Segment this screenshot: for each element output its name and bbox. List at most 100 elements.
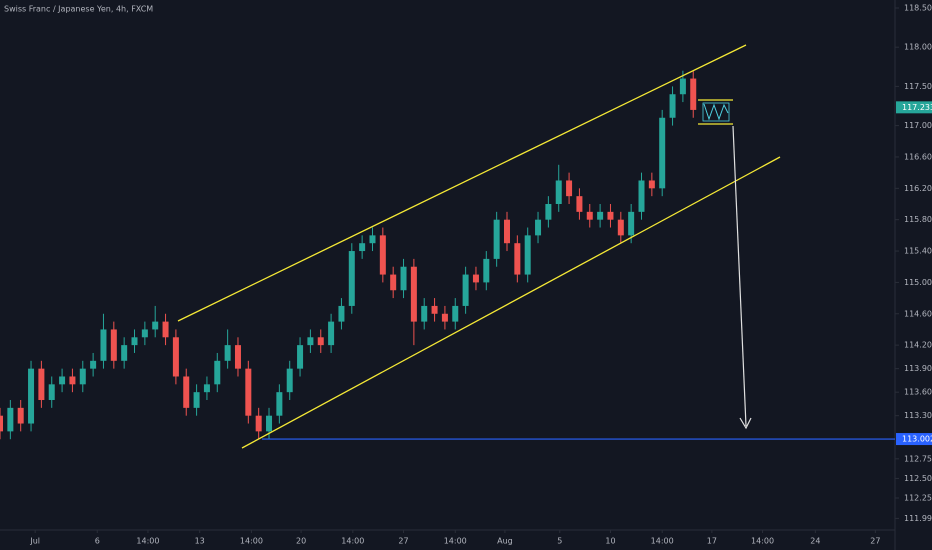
y-tick-label: 118.500 <box>904 3 932 12</box>
candle-body <box>410 266 417 322</box>
y-tick-label: 116.600 <box>904 152 932 161</box>
y-tick-label: 115.400 <box>904 247 932 256</box>
candle-body <box>483 258 490 283</box>
candle-body <box>390 274 397 291</box>
x-tick-label: 24 <box>810 537 820 546</box>
x-tick-label: 14:00 <box>751 537 774 546</box>
candle-body <box>638 180 645 212</box>
candle-body <box>369 235 376 244</box>
candle-body <box>597 211 604 220</box>
price-label: 113.002 <box>902 435 932 444</box>
x-tick-label: 14:00 <box>136 537 159 546</box>
box-frame[interactable] <box>702 102 730 122</box>
y-tick-label: 117.000 <box>904 121 932 130</box>
channel-upper[interactable] <box>177 44 747 322</box>
candle-body <box>679 78 686 95</box>
candle-body <box>90 360 97 369</box>
y-tick-label: 114.200 <box>904 341 932 350</box>
candle-body <box>172 337 179 377</box>
candle-body <box>628 211 635 236</box>
candle-body <box>514 243 521 275</box>
candle-body <box>576 196 583 212</box>
candle-body <box>286 368 293 393</box>
candle-body <box>400 266 407 291</box>
y-tick-label: 112.500 <box>904 474 932 483</box>
candle-body <box>379 235 386 275</box>
x-tick-label: 14:00 <box>651 537 674 546</box>
candle-body <box>17 407 24 424</box>
candle-body <box>359 243 366 252</box>
y-tick-label: 113.900 <box>904 364 932 373</box>
candle-body <box>617 219 624 236</box>
candle-body <box>690 78 697 110</box>
candle-body <box>183 376 190 408</box>
candle-body <box>234 345 241 369</box>
candle-body <box>566 180 573 197</box>
candle-body <box>203 384 210 393</box>
candle-body <box>338 305 345 322</box>
candle-body <box>307 337 314 346</box>
candle-body <box>28 368 35 424</box>
x-tick-label: 27 <box>870 537 880 546</box>
candle-body <box>431 305 438 314</box>
candle-body <box>245 368 252 416</box>
candle-body <box>266 415 273 432</box>
x-tick-label: Aug <box>497 537 513 546</box>
candle-body <box>586 211 593 220</box>
candle-body <box>7 407 14 432</box>
axes: 118.500 118.000 117.500 117.000 116.600 116.2… <box>29 3 932 546</box>
channel-lower[interactable] <box>241 156 781 449</box>
candle-body <box>48 384 55 401</box>
candle-body <box>555 180 562 205</box>
candles <box>0 70 697 440</box>
candle-body <box>452 305 459 322</box>
candle-body <box>79 368 86 385</box>
candle-body <box>224 345 231 361</box>
x-tick-label: 5 <box>557 537 562 546</box>
candle-body <box>0 415 3 432</box>
candle-body <box>297 345 304 369</box>
candle-body <box>100 329 107 361</box>
x-tick-label: 14:00 <box>240 537 263 546</box>
chart-title: Swiss Franc / Japanese Yen, 4h, FXCM <box>4 5 153 14</box>
x-tick-label: 14:00 <box>341 537 364 546</box>
y-tick-label: 114.600 <box>904 309 932 318</box>
candle-body <box>659 117 666 189</box>
candle-body <box>669 94 676 118</box>
y-tick-label: 112.750 <box>904 454 932 463</box>
candle-body <box>276 392 283 416</box>
y-tick-label: 111.990 <box>904 514 932 523</box>
y-tick-label: 118.000 <box>904 43 932 52</box>
candle-body <box>152 321 159 330</box>
price-label-bg <box>896 101 932 114</box>
price-label-bg <box>896 433 932 446</box>
y-tick-label: 115.800 <box>904 215 932 224</box>
candle-body <box>503 219 510 244</box>
candle-body <box>121 345 128 361</box>
x-tick-label: 10 <box>605 537 615 546</box>
candle-body <box>162 321 169 338</box>
x-tick-label: 6 <box>95 537 100 546</box>
candle-body <box>524 235 531 275</box>
candle-body <box>131 337 138 346</box>
candle-body <box>462 274 469 306</box>
x-tick-label: 13 <box>195 537 205 546</box>
candle-body <box>472 274 479 283</box>
y-tick-label: 116.200 <box>904 184 932 193</box>
y-tick-label: 117.500 <box>904 82 932 91</box>
y-tick-label: 113.600 <box>904 388 932 397</box>
candle-body <box>441 313 448 322</box>
candle-body <box>545 204 552 220</box>
zigzag[interactable] <box>703 103 729 121</box>
arrow-head[interactable] <box>739 417 752 430</box>
candle-body <box>648 180 655 189</box>
candle-body <box>328 321 335 346</box>
candle-body <box>193 392 200 408</box>
y-tick-label: 113.300 <box>904 411 932 420</box>
candle-body <box>317 337 324 346</box>
arrow-shaft[interactable] <box>732 125 747 427</box>
drawings <box>177 44 781 449</box>
candle-body <box>255 415 262 432</box>
x-tick-label: 20 <box>296 537 306 546</box>
x-tick-label: 14:00 <box>444 537 467 546</box>
